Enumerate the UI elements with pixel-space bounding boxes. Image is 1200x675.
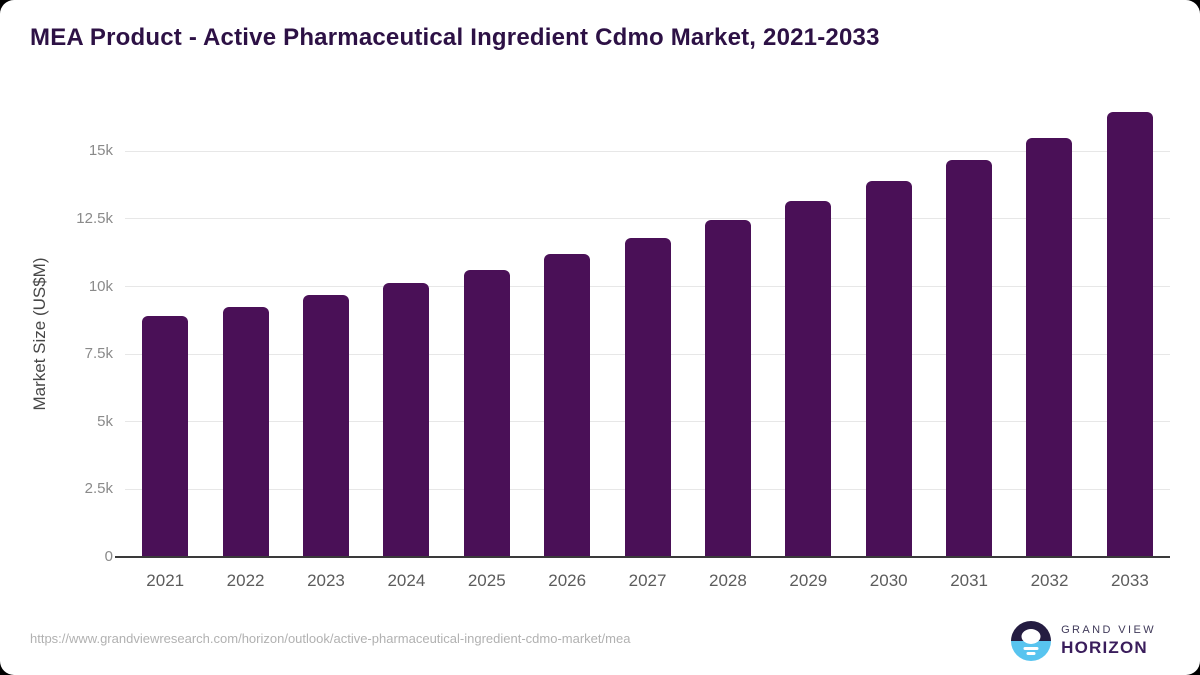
bar-slot: [929, 100, 1009, 557]
y-tick-label: 15k: [88, 142, 113, 160]
bar-slot: [1090, 100, 1170, 557]
bar-2026[interactable]: [544, 254, 591, 557]
bar-2023[interactable]: [302, 294, 349, 557]
bar-slot: [1009, 100, 1089, 557]
source-url: https://www.grandviewresearch.com/horizo…: [30, 631, 631, 646]
x-axis-label: 2029: [789, 571, 828, 590]
bar-slot: [125, 100, 205, 557]
x-axis-label: 2030: [869, 571, 908, 590]
y-tick-label: 7.5k: [84, 345, 113, 363]
horizon-sunrise-icon: [1011, 621, 1052, 661]
x-axis-label: 2026: [548, 571, 587, 590]
bar-slot: [366, 100, 446, 557]
gridline: [125, 150, 1170, 152]
plot-area: 0 2.5k 5k 7.5k 10k 12.5k 15k: [76, 100, 1170, 565]
bar-2029[interactable]: [785, 201, 832, 557]
brand-logo: GRAND VIEW HORIZON: [1011, 621, 1156, 661]
bar-slot: [286, 100, 366, 557]
bar-slot: [688, 100, 768, 557]
bar-slot: [205, 100, 285, 557]
x-axis-label: 2025: [467, 571, 506, 590]
chart-title: MEA Product - Active Pharmaceutical Ingr…: [30, 24, 880, 51]
y-tick-label: 2.5k: [84, 480, 113, 498]
x-axis-label: 2028: [709, 571, 747, 590]
x-axis-label: 2031: [950, 571, 989, 590]
x-axis-line: [115, 556, 1170, 558]
x-axis-labels: 2021 2022 2023 2024 2025 2026 2027 2028 2029 2030…: [125, 571, 1170, 591]
bar-2025[interactable]: [463, 270, 510, 557]
x-axis-label: 2033: [1110, 571, 1149, 590]
x-axis-label: 2023: [307, 571, 345, 590]
bar-slot: [768, 100, 848, 557]
bar-2027[interactable]: [624, 237, 671, 557]
x-axis-label: 2024: [387, 571, 426, 590]
bar-2021[interactable]: [142, 316, 189, 557]
y-tick-label: 0: [104, 548, 113, 565]
bar-slot: [527, 100, 607, 557]
bar-2024[interactable]: [383, 282, 430, 557]
reflection-line: [1026, 652, 1036, 655]
gridline: [125, 218, 1170, 220]
bar-2028[interactable]: [704, 220, 751, 557]
x-axis-label: 2022: [226, 571, 265, 590]
bar-slot: [607, 100, 687, 557]
y-tick-label: 10k: [88, 277, 113, 295]
bar-2022[interactable]: [222, 306, 269, 557]
x-axis-label: 2032: [1030, 571, 1069, 590]
bar-2031[interactable]: [946, 159, 993, 557]
x-axis-label: 2021: [146, 571, 185, 590]
sun-circle: [1021, 629, 1041, 644]
x-axis-label: 2027: [628, 571, 667, 590]
bar-slot: [447, 100, 527, 557]
brand-name-bottom: HORIZON: [1061, 638, 1148, 657]
bar-2032[interactable]: [1026, 137, 1073, 557]
bars-container: [125, 100, 1170, 557]
brand-name-top: GRAND VIEW: [1061, 624, 1156, 636]
y-tick-label: 5k: [97, 412, 113, 430]
reflection-line: [1023, 647, 1039, 650]
bar-slot: [849, 100, 929, 557]
y-tick-label: 12.5k: [76, 209, 113, 227]
y-axis-title: Market Size (US$M): [30, 257, 49, 411]
bar-2030[interactable]: [865, 181, 912, 557]
brand-logo-text: GRAND VIEW HORIZON: [1061, 624, 1156, 658]
bar-2033[interactable]: [1106, 112, 1153, 557]
